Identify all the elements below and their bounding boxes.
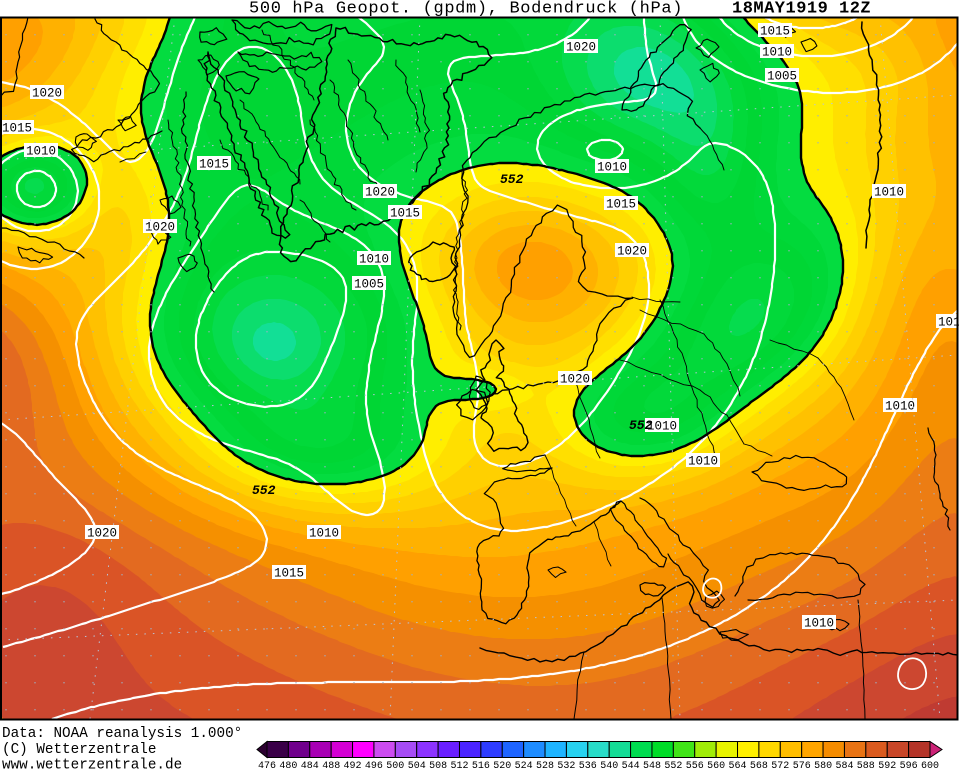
svg-text:www.wetterzentrale.de: www.wetterzentrale.de bbox=[2, 758, 182, 770]
svg-text:1020: 1020 bbox=[145, 221, 175, 235]
svg-text:504: 504 bbox=[408, 761, 426, 770]
svg-text:512: 512 bbox=[450, 761, 468, 770]
svg-text:1010: 1010 bbox=[938, 316, 959, 330]
svg-text:596: 596 bbox=[900, 761, 918, 770]
svg-text:1020: 1020 bbox=[365, 186, 395, 200]
svg-text:600: 600 bbox=[921, 761, 939, 770]
svg-text:1010: 1010 bbox=[597, 161, 627, 175]
svg-text:(C) Wetterzentrale: (C) Wetterzentrale bbox=[2, 742, 156, 758]
svg-text:18MAY1919 12Z: 18MAY1919 12Z bbox=[732, 0, 871, 19]
svg-text:580: 580 bbox=[814, 761, 832, 770]
svg-text:592: 592 bbox=[878, 761, 896, 770]
svg-text:548: 548 bbox=[643, 761, 661, 770]
svg-text:484: 484 bbox=[301, 761, 319, 770]
svg-text:1005: 1005 bbox=[354, 278, 384, 292]
svg-text:1010: 1010 bbox=[762, 46, 792, 60]
svg-text:588: 588 bbox=[857, 761, 875, 770]
svg-text:560: 560 bbox=[707, 761, 725, 770]
svg-text:544: 544 bbox=[622, 761, 640, 770]
svg-text:1015: 1015 bbox=[390, 207, 420, 221]
svg-text:568: 568 bbox=[750, 761, 768, 770]
svg-text:552: 552 bbox=[500, 172, 524, 187]
svg-text:492: 492 bbox=[343, 761, 361, 770]
svg-text:508: 508 bbox=[429, 761, 447, 770]
svg-text:564: 564 bbox=[728, 761, 746, 770]
svg-text:556: 556 bbox=[686, 761, 704, 770]
svg-text:476: 476 bbox=[258, 761, 276, 770]
svg-text:Data: NOAA reanalysis 1.000°: Data: NOAA reanalysis 1.000° bbox=[2, 726, 242, 742]
svg-text:532: 532 bbox=[557, 761, 575, 770]
svg-text:1020: 1020 bbox=[87, 527, 117, 541]
svg-text:496: 496 bbox=[365, 761, 383, 770]
svg-text:552: 552 bbox=[664, 761, 682, 770]
svg-text:524: 524 bbox=[515, 761, 533, 770]
svg-text:1015: 1015 bbox=[274, 567, 304, 581]
svg-text:1010: 1010 bbox=[647, 420, 677, 434]
svg-text:1010: 1010 bbox=[874, 186, 904, 200]
svg-text:1015: 1015 bbox=[2, 122, 32, 136]
svg-text:1010: 1010 bbox=[359, 253, 389, 267]
svg-text:516: 516 bbox=[472, 761, 490, 770]
svg-text:1010: 1010 bbox=[688, 455, 718, 469]
svg-text:528: 528 bbox=[536, 761, 554, 770]
svg-text:1015: 1015 bbox=[606, 198, 636, 212]
svg-text:1010: 1010 bbox=[885, 400, 915, 414]
svg-text:1020: 1020 bbox=[617, 245, 647, 259]
svg-text:488: 488 bbox=[322, 761, 340, 770]
svg-text:500: 500 bbox=[386, 761, 404, 770]
svg-text:1005: 1005 bbox=[767, 70, 797, 84]
svg-text:576: 576 bbox=[793, 761, 811, 770]
svg-text:552: 552 bbox=[629, 418, 653, 433]
svg-text:1020: 1020 bbox=[560, 373, 590, 387]
svg-text:1020: 1020 bbox=[32, 87, 62, 101]
svg-text:572: 572 bbox=[771, 761, 789, 770]
svg-text:1010: 1010 bbox=[804, 617, 834, 631]
svg-text:480: 480 bbox=[279, 761, 297, 770]
svg-text:1020: 1020 bbox=[566, 41, 596, 55]
svg-text:536: 536 bbox=[579, 761, 597, 770]
svg-text:552: 552 bbox=[252, 483, 276, 498]
svg-text:1015: 1015 bbox=[199, 158, 229, 172]
svg-text:1010: 1010 bbox=[309, 527, 339, 541]
svg-text:584: 584 bbox=[835, 761, 853, 770]
svg-text:1010: 1010 bbox=[26, 145, 56, 159]
svg-text:520: 520 bbox=[493, 761, 511, 770]
svg-text:500 hPa Geopot. (gpdm), Bodend: 500 hPa Geopot. (gpdm), Bodendruck (hPa) bbox=[249, 0, 683, 19]
svg-text:540: 540 bbox=[600, 761, 618, 770]
svg-text:1015: 1015 bbox=[760, 25, 790, 39]
